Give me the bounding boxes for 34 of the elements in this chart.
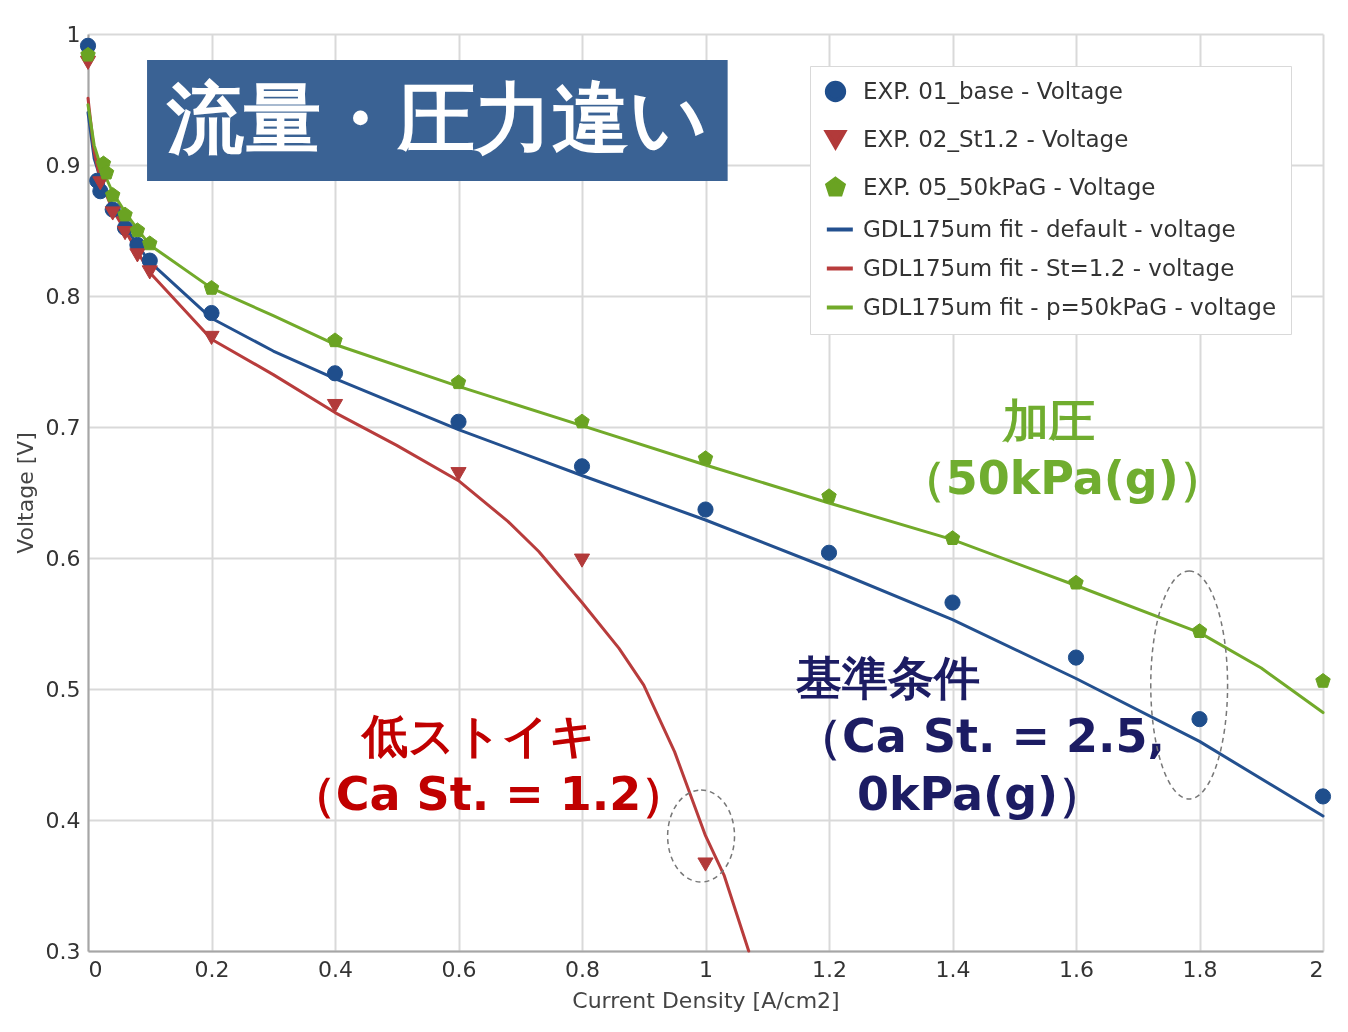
legend-label: GDL175um fit - St=1.2 - voltage	[863, 254, 1235, 281]
annotation: 基準条件	[795, 651, 981, 705]
annotation: 低ストイキ	[359, 709, 596, 763]
y-tick-label: 0.3	[45, 938, 81, 964]
x-tick-label: 1.8	[1182, 956, 1218, 982]
annotation: （Ca St. = 1.2）	[289, 767, 688, 821]
x-tick-label: 1.2	[812, 956, 847, 982]
legend-label: GDL175um fit - default - voltage	[863, 215, 1236, 242]
x-tick-label: 2	[1309, 956, 1324, 982]
x-tick-label: 1.6	[1059, 956, 1094, 982]
x-tick-label: 0.6	[441, 956, 477, 982]
annotation: （50kPa(g)）	[899, 451, 1225, 505]
y-tick-label: 0.4	[45, 807, 81, 833]
x-axis-title: Current Density [A/cm2]	[572, 987, 840, 1013]
x-tick-label: 1.4	[935, 956, 971, 982]
x-tick-label: 0	[88, 956, 103, 982]
annotation: 加圧	[1001, 394, 1096, 448]
annotation: （Ca St. = 2.5, 0kPa(g)）	[796, 709, 1166, 821]
y-tick-label: 0.8	[45, 283, 81, 309]
text: 流量・圧力違い	[165, 74, 708, 163]
x-tick-label: 0.8	[565, 956, 600, 982]
legend-label: EXP. 02_St1.2 - Voltage	[863, 125, 1129, 152]
legend-label: EXP. 01_base - Voltage	[863, 77, 1123, 104]
y-axis-title: Voltage [V]	[12, 432, 38, 554]
x-tick-label: 0.4	[318, 956, 353, 982]
legend-label: EXP. 05_50kPaG - Voltage	[863, 173, 1156, 200]
y-tick-label: 0.9	[45, 152, 81, 178]
x-tick-label: 1	[699, 956, 713, 982]
y-tick-label: 0.7	[45, 414, 81, 440]
legend-label: GDL175um fit - p=50kPaG - voltage	[863, 293, 1277, 320]
y-tick-label: 0.6	[45, 545, 81, 571]
y-tick-label: 1	[66, 21, 81, 47]
y-tick-label: 0.5	[45, 676, 81, 702]
x-tick-label: 0.2	[194, 956, 230, 982]
